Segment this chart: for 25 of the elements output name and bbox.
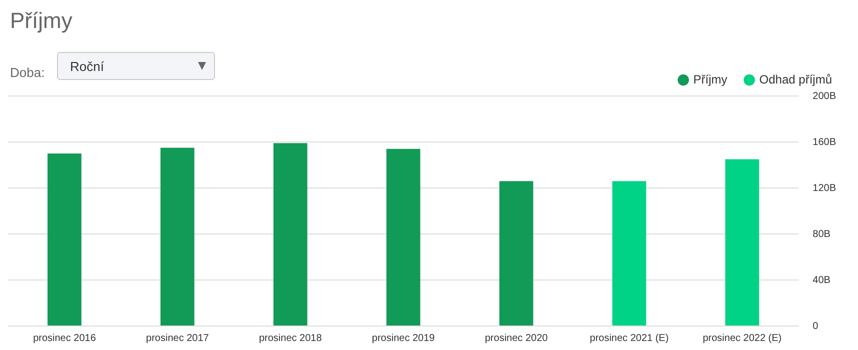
y-tick-label: 120B [812, 182, 836, 194]
bar [160, 148, 194, 326]
x-tick-label: prosinec 2021 (E) [590, 332, 669, 344]
bar [499, 181, 534, 326]
x-tick-label: prosinec 2017 [146, 332, 210, 344]
bar [612, 181, 646, 326]
x-tick-label: prosinec 2018 [258, 332, 322, 344]
x-tick-label: prosinec 2022 (E) [702, 332, 782, 344]
bar [273, 143, 308, 326]
y-tick-label: 160B [812, 136, 836, 148]
x-tick-label: prosinec 2019 [372, 332, 436, 344]
y-tick-label: 200B [812, 90, 836, 102]
bar [386, 148, 420, 326]
x-tick-label: prosinec 2016 [33, 332, 96, 344]
legend-label: Příjmy [693, 72, 728, 86]
y-tick-label: 40B [812, 274, 831, 286]
dropdown: Roční [57, 52, 215, 80]
text: Doba: [10, 65, 45, 80]
y-tick-label: 80B [812, 228, 831, 240]
chart-title: Příjmy [10, 8, 72, 34]
y-tick-label: 0 [812, 320, 819, 332]
legend-label: Odhad příjmů [759, 72, 832, 86]
bar [725, 159, 760, 326]
x-tick-label: prosinec 2020 [484, 332, 548, 344]
bar [48, 154, 82, 326]
